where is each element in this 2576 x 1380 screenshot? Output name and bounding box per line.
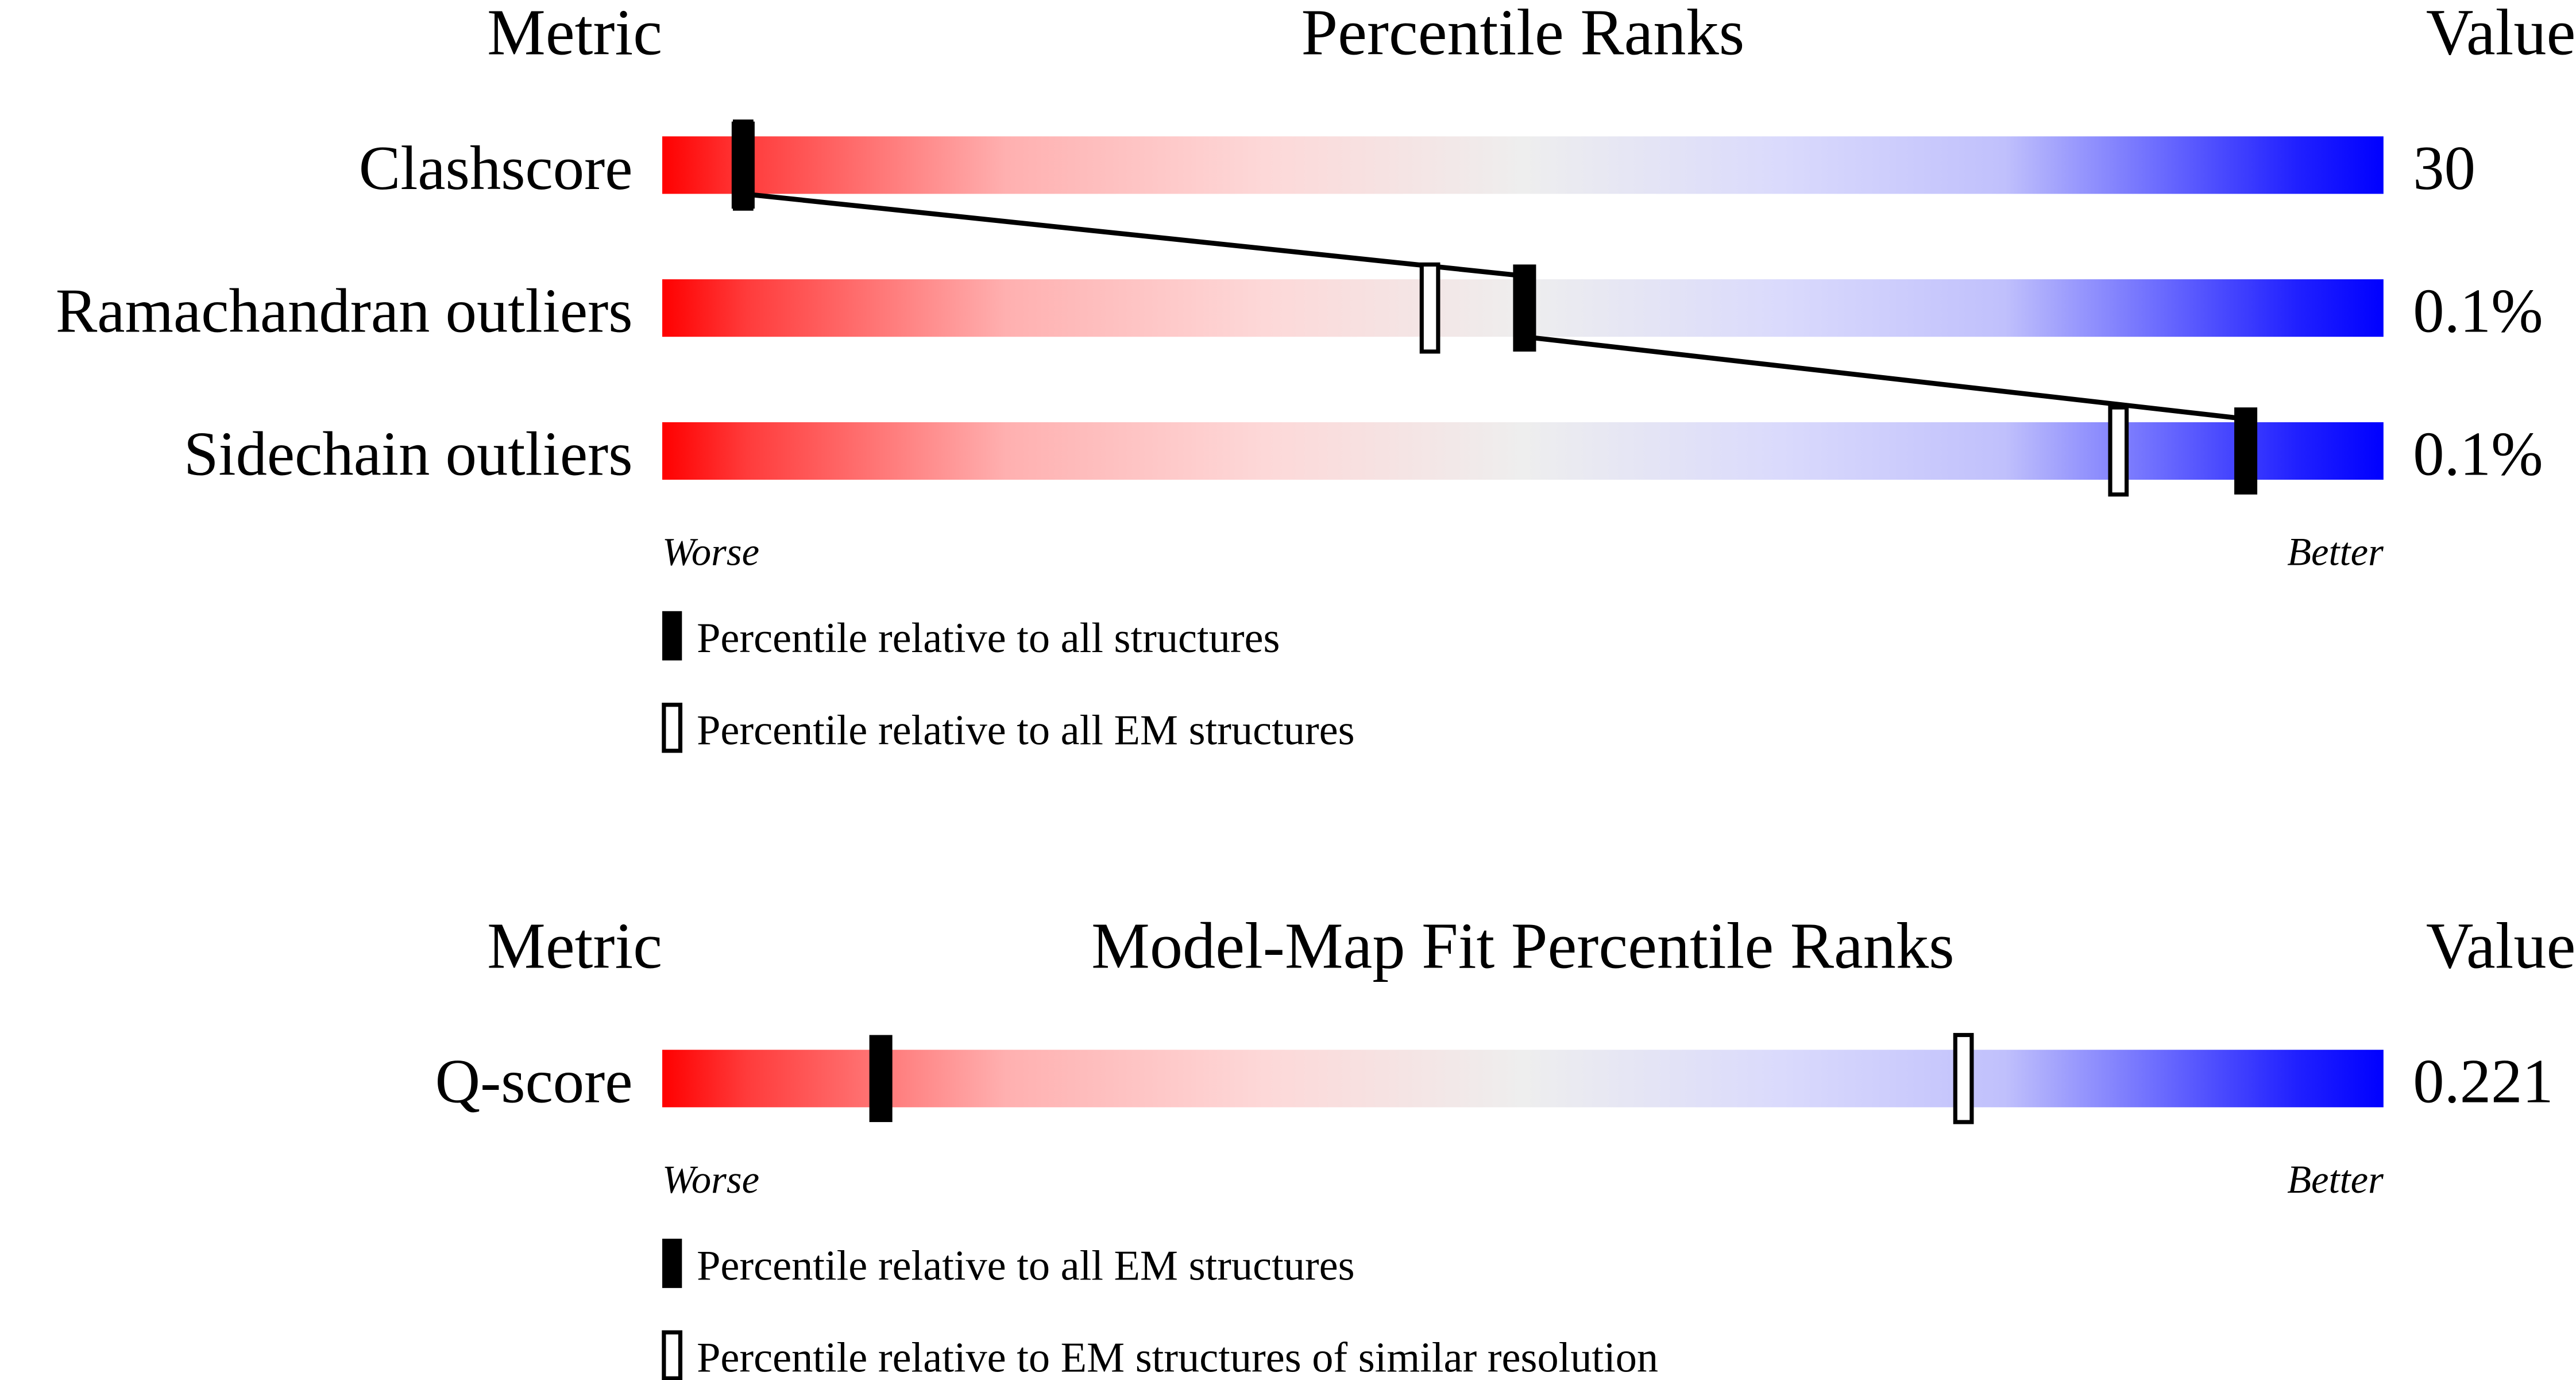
better-label: Better	[2287, 1158, 2384, 1201]
legend-open-label: Percentile relative to all EM structures	[697, 707, 1354, 754]
metric-header: Metric	[487, 909, 662, 982]
marker-open	[1419, 262, 1440, 354]
legend-filled-icon	[662, 611, 682, 661]
chart-title: Percentile Ranks	[1301, 0, 1745, 68]
metric-label: Clashscore	[359, 133, 633, 203]
gradient-bar	[662, 136, 2384, 194]
legend-filled-label: Percentile relative to all structures	[697, 615, 1280, 662]
percentile-panel-fit: Metric Model-Map Fit Percentile Ranks Valu…	[435, 909, 2575, 1380]
chart-title: Model-Map Fit Percentile Ranks	[1091, 909, 1955, 982]
gradient-bar	[662, 1050, 2384, 1108]
better-label: Better	[2287, 530, 2384, 574]
marker-filled	[731, 121, 755, 209]
metric-label: Sidechain outliers	[184, 419, 633, 488]
metric-label: Q-score	[435, 1047, 633, 1116]
metric-value: 0.1%	[2413, 419, 2543, 488]
worse-label: Worse	[662, 530, 759, 574]
metric-header: Metric	[487, 0, 662, 68]
percentile-panel-geometry: Metric Percentile Ranks Value Clashscore 30 R…	[56, 0, 2576, 754]
connector-line	[743, 191, 2246, 422]
marker-open	[1953, 1032, 1974, 1124]
marker-filled	[2234, 407, 2258, 495]
metric-value: 0.1%	[2413, 276, 2543, 346]
legend-open-icon	[662, 1330, 683, 1380]
worse-label: Worse	[662, 1158, 759, 1201]
legend-open-icon	[662, 703, 683, 753]
legend-filled-icon	[662, 1239, 682, 1288]
marker-filled	[1513, 264, 1536, 352]
value-header: Value	[2426, 909, 2575, 982]
value-header: Value	[2426, 0, 2575, 68]
gradient-bar	[662, 422, 2384, 480]
legend-filled-label: Percentile relative to all EM structures	[697, 1243, 1354, 1290]
marker-filled	[869, 1035, 893, 1123]
legend-open-label: Percentile relative to EM structures of …	[697, 1335, 1658, 1380]
metric-label: Ramachandran outliers	[56, 276, 633, 346]
marker-open	[2108, 405, 2129, 497]
metric-value: 30	[2413, 133, 2475, 203]
metric-value: 0.221	[2413, 1047, 2553, 1116]
